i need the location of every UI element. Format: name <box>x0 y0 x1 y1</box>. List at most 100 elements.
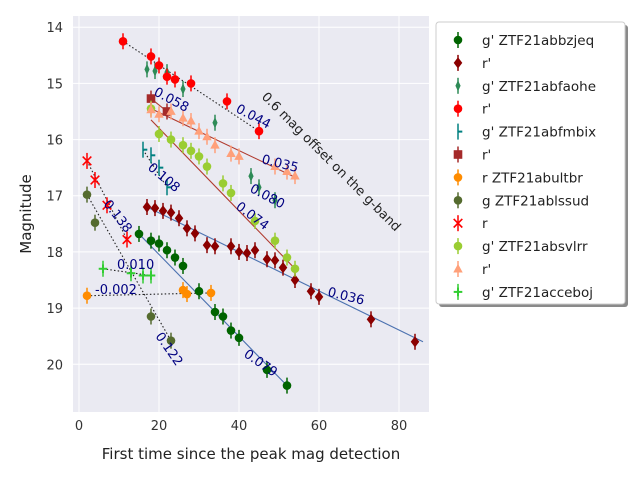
y-tick-label: 15 <box>46 77 63 92</box>
legend-label: g' ZTF21abbzjeq <box>482 33 594 49</box>
data-point <box>254 123 264 140</box>
data-point <box>210 137 220 154</box>
data-point <box>226 145 236 162</box>
slope-label: -0.002 <box>95 283 137 298</box>
data-point <box>278 259 288 276</box>
data-point <box>154 235 164 252</box>
data-point <box>158 159 164 176</box>
legend-item: r' <box>453 146 491 164</box>
data-point <box>170 249 180 266</box>
data-point <box>166 179 172 196</box>
legend-label: g' ZTF21abfaohe <box>482 79 596 95</box>
data-point <box>366 311 376 328</box>
plot-area <box>73 16 429 412</box>
data-point <box>234 329 244 346</box>
data-point <box>218 308 228 325</box>
data-point <box>222 93 232 110</box>
y-tick-label: 17 <box>46 190 63 205</box>
data-point <box>146 308 156 325</box>
fit-line <box>150 119 296 270</box>
legend-box <box>435 21 626 305</box>
data-point <box>202 158 212 175</box>
legend: g' ZTF21abbzjeq r' g' ZTF21abfaohe r' g' ZTF… <box>435 21 628 307</box>
data-point <box>210 238 220 255</box>
legend-item: g' ZTF21abfmbix <box>457 123 596 141</box>
data-point <box>118 33 128 50</box>
fit-line <box>150 108 296 178</box>
data-point <box>234 243 244 260</box>
data-point <box>144 61 150 78</box>
data-point <box>234 148 244 165</box>
data-point <box>170 71 180 88</box>
legend-item: g ZTF21ablssud <box>453 192 589 209</box>
data-point <box>82 152 92 169</box>
data-point <box>138 267 148 284</box>
legend-label: g' ZTF21absvlrr <box>482 239 588 255</box>
data-point <box>146 267 156 284</box>
data-point <box>162 242 172 259</box>
data-point <box>226 322 236 339</box>
y-tick-label: 19 <box>46 302 63 317</box>
data-point <box>314 288 324 305</box>
data-point <box>194 123 204 140</box>
data-point <box>142 141 148 158</box>
legend-label: r ZTF21abultbr <box>482 170 583 186</box>
data-point <box>250 242 260 259</box>
x-axis-label: First time since the peak mag detection <box>102 445 400 463</box>
legend-label: r' <box>482 148 491 164</box>
x-tick-label: 80 <box>391 419 408 434</box>
data-point <box>262 251 272 268</box>
data-point <box>226 238 236 255</box>
data-point <box>226 184 236 201</box>
data-point <box>166 103 176 120</box>
data-point <box>82 287 92 304</box>
fit-line <box>146 206 424 343</box>
data-point <box>166 204 176 221</box>
legend-item: g' ZTF21abfaohe <box>455 77 596 95</box>
y-tick-label: 16 <box>46 134 63 149</box>
legend-label: g ZTF21ablssud <box>482 193 589 209</box>
data-point <box>98 260 108 277</box>
x-tick-labels: 0 20 40 60 80 <box>75 419 407 434</box>
data-point <box>90 214 100 231</box>
data-point <box>186 113 196 130</box>
data-point <box>158 202 168 219</box>
y-axis-label: Magnitude <box>17 174 35 253</box>
data-point <box>282 249 292 266</box>
data-point <box>134 225 144 242</box>
legend-item: g' ZTF21abbzjeq <box>453 32 594 49</box>
data-point <box>154 106 164 123</box>
data-point <box>272 192 278 209</box>
y-tick-label: 18 <box>46 246 63 261</box>
slope-label: 0.010 <box>117 258 154 273</box>
data-point <box>206 284 216 301</box>
data-point <box>218 175 228 192</box>
legend-label: r' <box>482 262 491 278</box>
data-point <box>194 283 204 300</box>
legend-item: r' <box>453 100 491 118</box>
data-point <box>150 200 160 217</box>
data-point <box>150 147 156 164</box>
x-tick-label: 20 <box>151 419 168 434</box>
legend-label: r <box>482 216 488 232</box>
y-tick-labels: 14 15 16 17 18 19 20 <box>46 21 63 373</box>
data-point <box>146 101 156 118</box>
x-tick-label: 60 <box>311 419 328 434</box>
data-point <box>282 163 292 180</box>
data-point <box>250 213 260 230</box>
data-point <box>142 198 152 215</box>
data-point <box>190 225 200 242</box>
y-tick-label: 20 <box>46 358 63 373</box>
data-point <box>178 257 188 274</box>
data-point <box>182 286 192 303</box>
legend-label: g' ZTF21acceboj <box>482 285 593 301</box>
legend-item: r ZTF21abultbr <box>453 169 583 186</box>
data-point <box>122 231 132 248</box>
fit-line <box>102 268 152 277</box>
data-point <box>306 283 316 300</box>
x-tick-label: 40 <box>231 419 248 434</box>
legend-item: g' ZTF21absvlrr <box>453 238 588 255</box>
data-point <box>290 260 300 277</box>
legend-item: r' <box>453 261 491 278</box>
